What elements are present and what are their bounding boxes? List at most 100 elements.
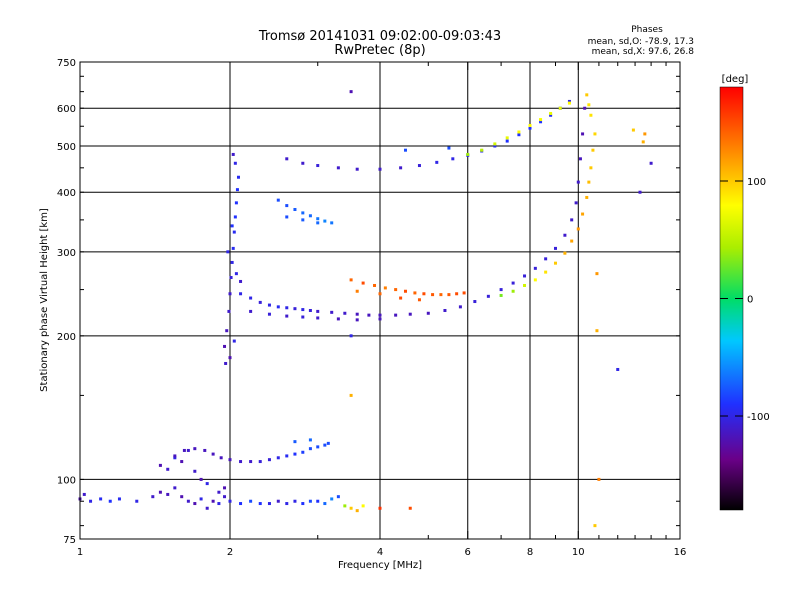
colorbar-tick-label: -100 <box>747 412 770 423</box>
data-point <box>422 292 426 296</box>
data-point <box>323 502 327 506</box>
data-point <box>301 315 305 319</box>
y-tick-label: 600 <box>57 104 76 115</box>
data-point <box>549 113 553 117</box>
data-point <box>511 281 515 285</box>
data-point <box>505 136 509 140</box>
data-point <box>330 310 334 314</box>
legend-title: Phases <box>631 25 663 35</box>
data-point <box>349 393 353 397</box>
data-point <box>227 309 231 313</box>
data-point <box>394 288 398 292</box>
data-point <box>239 460 243 464</box>
data-point <box>316 309 320 313</box>
data-point <box>186 499 190 503</box>
x-tick-label: 6 <box>465 547 471 558</box>
data-point <box>367 313 371 317</box>
y-tick-label: 300 <box>57 248 76 259</box>
data-point <box>587 103 591 107</box>
data-point <box>211 499 215 503</box>
data-point <box>544 257 548 261</box>
data-point <box>439 293 443 297</box>
data-point <box>173 454 177 458</box>
data-point <box>234 272 238 276</box>
data-point <box>239 292 243 296</box>
data-point <box>447 293 451 297</box>
data-point <box>285 314 289 318</box>
data-point <box>233 215 237 219</box>
data-point <box>228 356 232 360</box>
data-point <box>301 450 305 454</box>
data-point <box>553 261 557 265</box>
colorbar-ticks: 100 0 -100 <box>720 177 770 423</box>
data-point <box>285 215 289 219</box>
data-point <box>511 289 515 293</box>
x-axis-ticks: 1 2 4 6 8 10 16 <box>77 62 686 558</box>
data-point <box>528 126 532 130</box>
data-point <box>558 106 562 110</box>
data-point <box>378 292 382 296</box>
data-point <box>226 250 230 254</box>
data-point <box>570 239 574 243</box>
data-point <box>199 477 203 481</box>
data-point <box>308 308 312 312</box>
data-point <box>225 329 229 333</box>
data-point <box>285 204 289 208</box>
data-point <box>239 502 243 506</box>
data-point <box>567 101 571 105</box>
data-point <box>591 148 595 152</box>
data-point <box>539 120 543 124</box>
data-point <box>336 495 340 499</box>
data-point <box>383 286 387 290</box>
data-point <box>451 157 455 161</box>
data-point <box>378 506 382 510</box>
data-point <box>316 217 320 221</box>
data-point <box>232 230 236 234</box>
data-point <box>343 504 347 508</box>
y-tick-label: 200 <box>57 332 76 343</box>
chart-subtitle: RwPretec (8p) <box>334 43 425 58</box>
data-point <box>276 499 280 503</box>
data-point <box>567 99 571 103</box>
data-point <box>293 440 297 444</box>
data-point <box>403 148 407 152</box>
data-point <box>574 201 578 205</box>
colorbar-tick-label: 0 <box>747 295 753 306</box>
data-point <box>378 313 382 317</box>
data-point <box>638 190 642 194</box>
data-point <box>355 509 359 513</box>
data-point <box>249 309 253 313</box>
data-point <box>82 492 86 496</box>
data-point <box>533 266 537 270</box>
data-point <box>301 218 305 222</box>
data-point <box>466 152 470 156</box>
data-point <box>285 306 289 310</box>
data-point <box>229 276 233 280</box>
data-point <box>641 140 645 144</box>
y-tick-label: 400 <box>57 188 76 199</box>
data-point <box>399 296 403 300</box>
data-point <box>166 467 170 471</box>
data-point <box>285 454 289 458</box>
data-point <box>517 130 521 134</box>
data-point <box>649 161 653 165</box>
colorbar-label: [deg] <box>722 74 749 85</box>
data-point <box>205 506 209 510</box>
data-point <box>230 260 234 264</box>
data-point <box>234 201 238 205</box>
data-point <box>480 148 484 152</box>
data-point <box>316 164 320 168</box>
data-point <box>301 211 305 215</box>
data-point <box>585 93 589 97</box>
data-point <box>447 146 451 150</box>
data-points <box>78 90 653 528</box>
data-point <box>316 445 320 449</box>
data-point <box>499 293 503 297</box>
data-point <box>349 278 353 282</box>
data-point <box>528 123 532 127</box>
data-point <box>505 139 509 143</box>
data-point <box>285 502 289 506</box>
data-point <box>589 113 593 117</box>
data-point <box>473 300 477 304</box>
data-point <box>135 499 139 503</box>
